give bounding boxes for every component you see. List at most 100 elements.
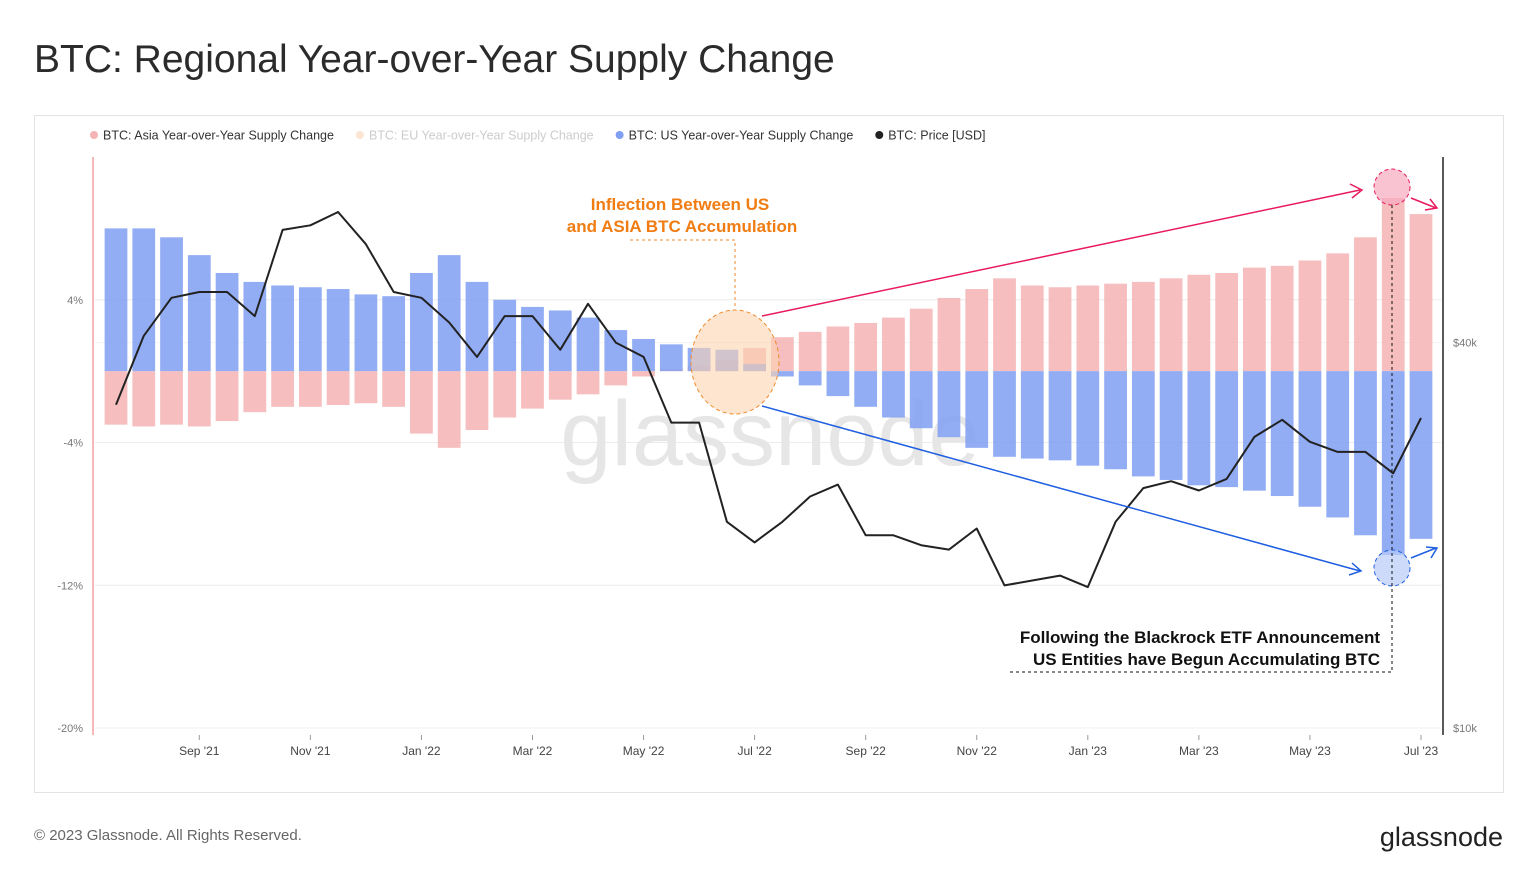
bar xyxy=(1215,272,1239,372)
bar xyxy=(160,237,183,372)
bar xyxy=(1381,198,1405,372)
x-tick-label: Jan '22 xyxy=(402,744,441,758)
bar xyxy=(132,371,156,427)
bar xyxy=(993,371,1016,457)
bar xyxy=(382,371,406,407)
us-arrowhead-2 xyxy=(1425,546,1439,559)
bar xyxy=(965,371,989,448)
bar xyxy=(1187,274,1211,372)
logo: glassnode xyxy=(1380,822,1503,852)
us-arrowhead xyxy=(1348,562,1363,576)
y-tick-label: -4% xyxy=(63,438,83,450)
bar xyxy=(798,331,822,372)
bar xyxy=(493,299,517,372)
bar xyxy=(548,310,572,372)
asia-arrowhead-2 xyxy=(1424,198,1439,211)
price-line xyxy=(115,211,1422,589)
bar xyxy=(882,371,905,418)
bar xyxy=(1381,371,1405,555)
bar xyxy=(1298,371,1322,507)
chart-title: BTC: Regional Year-over-Year Supply Chan… xyxy=(34,38,835,81)
bar xyxy=(1298,260,1322,372)
legend-marker xyxy=(875,131,884,139)
bar xyxy=(326,289,350,372)
x-tick-label: May '22 xyxy=(623,744,665,758)
bar xyxy=(1076,285,1100,372)
bar xyxy=(1326,253,1350,372)
bars xyxy=(104,198,1433,555)
annotation: Inflection Between US xyxy=(591,195,770,214)
bar xyxy=(1131,281,1155,372)
asia-arrowhead xyxy=(1349,183,1364,199)
bar xyxy=(243,371,267,413)
x-tick-label: Mar '22 xyxy=(513,744,553,758)
etf-leader xyxy=(1008,205,1393,673)
bar xyxy=(465,371,489,431)
watermark: glassnode xyxy=(560,383,979,485)
bar xyxy=(382,296,406,372)
legend-label[interactable]: BTC: Asia Year-over-Year Supply Change xyxy=(103,129,334,143)
x-tick-label: Mar '23 xyxy=(1179,744,1219,758)
x-tick-label: Nov '21 xyxy=(290,744,331,758)
bar xyxy=(909,371,933,429)
legend-label[interactable]: BTC: Price [USD] xyxy=(888,129,985,143)
bar xyxy=(1104,371,1127,470)
bar xyxy=(215,371,239,422)
y-tick-label: -12% xyxy=(57,580,83,592)
bar xyxy=(298,287,322,372)
legend-label[interactable]: BTC: EU Year-over-Year Supply Change xyxy=(369,129,594,143)
axes: 4% -4% -12% -20% $40k $10k Sep '21 Nov '21 Jan '… xyxy=(57,295,1477,758)
bar xyxy=(271,371,294,407)
legend-marker xyxy=(355,131,364,139)
bar xyxy=(1326,371,1350,518)
bar xyxy=(798,371,822,386)
legend-label[interactable]: BTC: US Year-over-Year Supply Change xyxy=(629,129,854,143)
us-arrow xyxy=(761,405,1361,572)
bar xyxy=(410,272,433,372)
bar xyxy=(1187,371,1211,486)
x-tick-label: Nov '22 xyxy=(957,744,998,758)
chart-panel xyxy=(34,115,1504,793)
bar xyxy=(1409,214,1433,372)
bar xyxy=(604,330,628,372)
y-tick-label: 4% xyxy=(67,295,83,307)
bar xyxy=(187,371,211,427)
asia-circle xyxy=(1373,168,1411,206)
bar xyxy=(1020,371,1044,459)
x-tick-label: Jul '22 xyxy=(737,744,772,758)
bar xyxy=(937,371,961,438)
inflection-leader xyxy=(630,239,736,306)
x-tick-label: Jan '23 xyxy=(1069,744,1108,758)
bar xyxy=(1215,371,1239,488)
annotation: Following the Blackrock ETF Announcement xyxy=(1020,628,1381,647)
bar xyxy=(1243,371,1266,491)
x-tick-label: Sep '21 xyxy=(179,744,220,758)
bar xyxy=(493,371,517,418)
bar xyxy=(1354,371,1377,536)
bar xyxy=(243,281,267,372)
x-tick-label: Sep '22 xyxy=(846,744,887,758)
bar xyxy=(993,278,1016,372)
y2-tick-label: $10k xyxy=(1453,723,1477,735)
legend-marker xyxy=(90,131,98,139)
asia-arrow xyxy=(761,189,1361,317)
bar xyxy=(326,371,350,406)
bar xyxy=(826,371,850,397)
bar xyxy=(437,255,461,372)
bar xyxy=(854,371,878,407)
bar xyxy=(1020,285,1044,372)
bar xyxy=(576,371,600,395)
bar xyxy=(1270,371,1294,497)
copyright: © 2023 Glassnode. All Rights Reserved. xyxy=(34,827,302,844)
bar xyxy=(576,317,600,372)
legend: BTC: Asia Year-over-Year Supply Change BT… xyxy=(90,129,986,143)
asia-arrow-2 xyxy=(1410,197,1437,209)
bar xyxy=(965,289,989,372)
bar xyxy=(826,326,850,372)
bar xyxy=(1076,371,1100,466)
bar xyxy=(271,285,294,372)
annotation: and ASIA BTC Accumulation xyxy=(567,217,797,236)
inflection-circle xyxy=(690,309,780,415)
bar xyxy=(187,255,211,372)
